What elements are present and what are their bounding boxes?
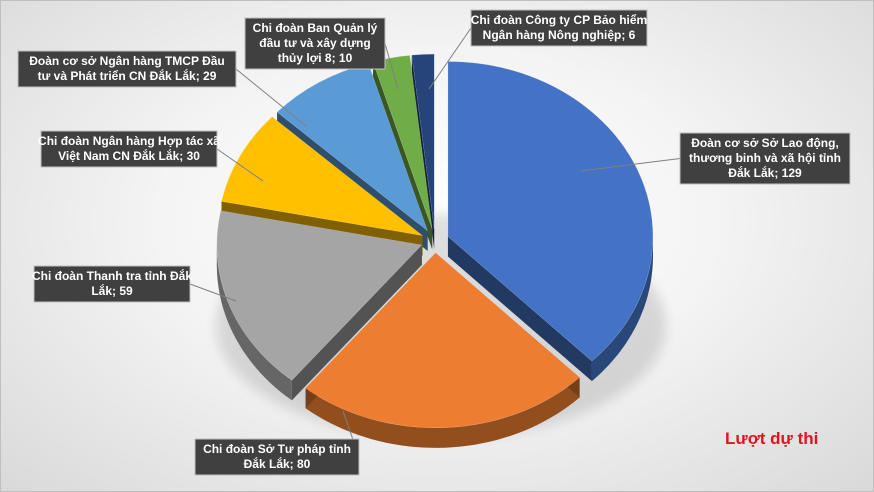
data-label-text: Chi đoàn Sở Tư pháp tỉnh	[203, 442, 351, 456]
data-label-text: Đắk Lắk; 80	[244, 456, 311, 471]
leader-line	[384, 43, 399, 90]
data-label-text: thương binh và xã hội tỉnh	[689, 151, 841, 165]
data-label-box	[33, 265, 191, 303]
leader-line	[189, 283, 237, 302]
pie-slice-4	[221, 116, 423, 236]
pie-slice-3	[216, 210, 423, 381]
data-label-text: Chi đoàn Thanh tra tỉnh Đắk	[32, 268, 192, 283]
data-label-text: Việt Nam CN Đắk Lắk; 30	[58, 148, 200, 163]
data-label-box	[244, 17, 386, 70]
data-label-text: Đắk Lắk; 129	[728, 165, 802, 180]
leader-line	[216, 148, 264, 182]
data-label-text: đầu tư và xây dựng	[259, 36, 370, 50]
data-label-1: Đoàn cơ sở Sở Lao động,thương binh và xã…	[580, 132, 851, 185]
data-label-box	[40, 130, 218, 168]
data-label-text: Đoàn cơ sở Ngân hàng TMCP Đầu	[29, 54, 225, 68]
data-label-text: Chi đoàn Ban Quản lý	[253, 21, 378, 35]
data-label-text: Đoàn cơ sở Sở Lao động,	[691, 136, 839, 150]
leader-line	[580, 158, 681, 172]
data-label-text: Lắk; 59	[91, 283, 133, 298]
data-label-box	[470, 9, 648, 47]
pie-slice-side	[447, 236, 653, 382]
data-label-box	[194, 438, 360, 476]
data-label-text: Chi đoàn Công ty CP Bảo hiểm	[471, 13, 647, 27]
chart-side-title: Lượt dự thi	[725, 429, 819, 448]
leader-line	[235, 68, 307, 127]
data-label-text: tư và Phát triển CN Đắk Lắk; 29	[38, 68, 217, 83]
data-label-box	[679, 132, 851, 185]
pie-slice-2	[305, 252, 580, 429]
leader-line	[428, 27, 472, 90]
data-label-text: Chi đoàn Ngân hàng Hợp tác xã	[38, 134, 220, 148]
pie-slice-side	[411, 55, 435, 250]
data-label-text: Ngân hàng Nông nghiệp; 6	[483, 28, 636, 42]
data-label-box	[17, 50, 237, 88]
pie-slice-1	[447, 61, 654, 362]
pie-slice-7	[411, 53, 435, 230]
data-label-text: thủy lợi 8; 10	[278, 51, 353, 65]
